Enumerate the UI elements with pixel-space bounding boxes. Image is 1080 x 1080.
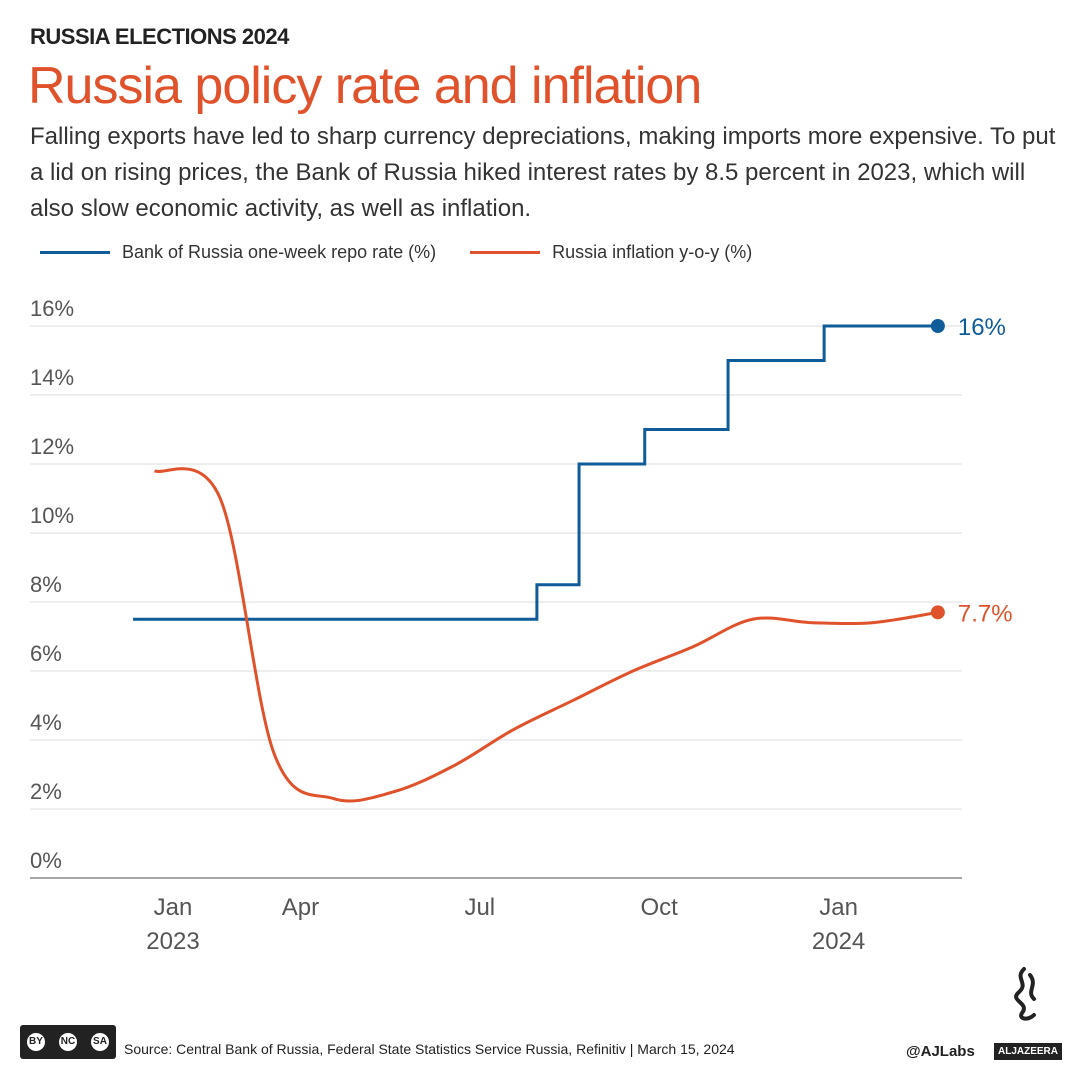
y-tick-label: 0% bbox=[30, 848, 62, 873]
cc-nc-icon: NC bbox=[59, 1033, 77, 1051]
y-tick-label: 14% bbox=[30, 365, 74, 390]
chart: 0% 2% 4% 6% 8% 10% 12% 14% 16% Jan 2023 Apr Jul Oct Ja… bbox=[30, 296, 1013, 955]
y-tick-label: 2% bbox=[30, 779, 62, 804]
y-tick-label: 8% bbox=[30, 572, 62, 597]
end-value-label: 16% bbox=[958, 314, 1006, 341]
legend-swatch-repo bbox=[40, 251, 110, 254]
y-tick-label: 12% bbox=[30, 434, 74, 459]
creative-commons-badge: BY NC SA bbox=[20, 1025, 116, 1059]
aljazeera-logo-icon bbox=[1014, 967, 1036, 1021]
x-tick-label: Oct bbox=[641, 894, 679, 921]
x-tick-label: Apr bbox=[282, 894, 319, 921]
legend-label-repo: Bank of Russia one-week repo rate (%) bbox=[122, 242, 437, 262]
end-value-label: 7.7% bbox=[958, 600, 1013, 627]
x-tick-label: Jul bbox=[464, 894, 495, 921]
legend: Bank of Russia one-week repo rate (%) Ru… bbox=[40, 242, 786, 263]
kicker: RUSSIA ELECTIONS 2024 bbox=[30, 24, 289, 49]
x-tick-label: Jan bbox=[819, 894, 858, 921]
y-tick-label: 4% bbox=[30, 710, 62, 735]
chart-subtitle: Falling exports have led to sharp curren… bbox=[30, 123, 1056, 222]
series-line-repo bbox=[133, 324, 938, 621]
legend-item-inflation: Russia inflation y-o-y (%) bbox=[470, 242, 752, 263]
aljazeera-wordmark: ALJAZEERA bbox=[994, 1043, 1063, 1060]
x-tick-label: 2024 bbox=[812, 928, 865, 955]
end-marker bbox=[930, 319, 945, 333]
cc-sa-icon: SA bbox=[91, 1033, 109, 1051]
y-tick-label: 6% bbox=[30, 641, 62, 666]
aj-labs-handle: @AJLabs bbox=[906, 1043, 975, 1060]
end-marker bbox=[930, 605, 945, 620]
footer: BY NC SA Source: Central Bank of Russia,… bbox=[0, 967, 1080, 1075]
source-note: Source: Central Bank of Russia, Federal … bbox=[124, 1041, 735, 1057]
y-tick-label: 10% bbox=[30, 503, 74, 528]
y-tick-label: 16% bbox=[30, 296, 74, 321]
cc-by-icon: BY bbox=[27, 1033, 45, 1051]
legend-swatch-inflation bbox=[470, 251, 541, 254]
x-tick-label: Jan bbox=[154, 894, 193, 921]
legend-label-inflation: Russia inflation y-o-y (%) bbox=[552, 242, 753, 262]
x-tick-label: 2023 bbox=[146, 928, 199, 955]
legend-item-repo: Bank of Russia one-week repo rate (%) bbox=[40, 242, 436, 263]
chart-title: Russia policy rate and inflation bbox=[28, 57, 702, 115]
series-line-inflation bbox=[153, 467, 939, 803]
